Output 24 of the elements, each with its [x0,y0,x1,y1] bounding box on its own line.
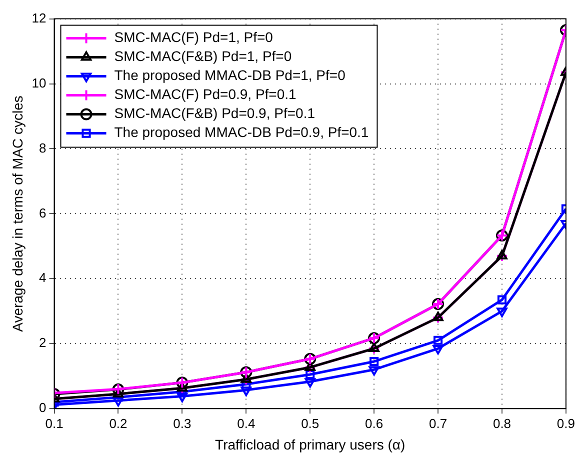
x-tick-label: 0.8 [492,416,512,431]
legend-label: The proposed MMAC-DB Pd=1, Pf=0 [114,67,346,84]
y-tick-label: 4 [39,270,46,286]
legend-label: SMC-MAC(F) Pd=0.9, Pf=0.1 [114,86,297,102]
y-tick-label: 8 [39,140,46,156]
x-tick-label: 0.2 [109,416,128,431]
x-axis-title: Trafficload of primary users (α) [215,436,406,452]
y-axis-title: Average delay in terms of MAC cycles [9,96,26,332]
legend-label: SMC-MAC(F&B) Pd=1, Pf=0 [114,48,292,64]
legend-label: The proposed MMAC-DB Pd=0.9, Pf=0.1 [114,124,369,140]
x-tick-label: 0.9 [556,416,576,431]
x-tick-label: 0.7 [429,416,448,431]
y-tick-label: 6 [39,205,46,220]
x-tick-label: 0.3 [173,416,192,431]
x-tick-label: 0.4 [237,416,256,431]
x-tick-label: 0.1 [45,416,64,431]
x-tick-label: 0.6 [365,416,384,431]
x-tick-label: 0.5 [301,416,320,431]
y-tick-label: 12 [32,10,46,26]
y-tick-label: 2 [39,335,46,350]
y-tick-label: 0 [39,400,46,416]
y-tick-label: 10 [32,75,46,90]
legend-label: SMC-MAC(F) Pd=1, Pf=0 [114,29,274,46]
legend-label: SMC-MAC(F&B) Pd=0.9, Pf=0.1 [114,105,316,122]
